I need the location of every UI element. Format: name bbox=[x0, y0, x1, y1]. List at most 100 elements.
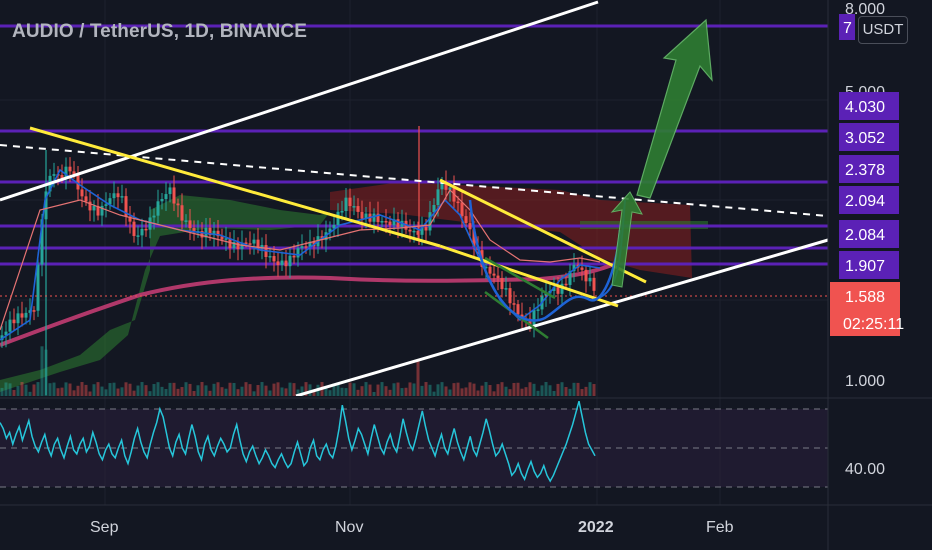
candle-body bbox=[96, 205, 100, 216]
volume-bar bbox=[352, 383, 356, 396]
candle-body bbox=[460, 202, 464, 217]
candle-body bbox=[188, 220, 192, 229]
volume-bar bbox=[428, 384, 432, 396]
candle-body bbox=[124, 196, 128, 217]
candle-body bbox=[280, 260, 284, 266]
volume-bar bbox=[0, 387, 4, 396]
volume-bar bbox=[456, 382, 460, 396]
volume-bar bbox=[340, 387, 344, 396]
volume-bar bbox=[584, 386, 588, 396]
candle-body bbox=[272, 256, 276, 262]
volume-bar bbox=[60, 387, 64, 396]
volume-bar bbox=[220, 387, 224, 396]
candle-body bbox=[336, 211, 340, 225]
level-tag-1: 4.030 bbox=[845, 99, 885, 116]
volume-bar bbox=[140, 382, 144, 396]
volume-bar bbox=[68, 383, 72, 396]
volume-bar bbox=[4, 382, 8, 396]
volume-bar bbox=[396, 382, 400, 396]
candle-body bbox=[76, 174, 80, 190]
volume-bar bbox=[12, 389, 16, 396]
candle-body bbox=[68, 166, 72, 172]
volume-bar bbox=[568, 388, 572, 396]
volume-bar bbox=[224, 388, 228, 396]
candle-body bbox=[328, 228, 332, 233]
candle-body bbox=[164, 194, 168, 200]
volume-bar bbox=[360, 386, 364, 396]
volume-bar bbox=[528, 382, 532, 396]
volume-bar bbox=[576, 382, 580, 396]
falling-wedge-top bbox=[484, 256, 556, 300]
volume-bar bbox=[252, 391, 256, 396]
volume-bar bbox=[496, 384, 500, 396]
kijun-line bbox=[0, 189, 601, 331]
candle-body bbox=[248, 243, 252, 245]
level-tag-6: 1.907 bbox=[845, 258, 885, 275]
volume-bar bbox=[448, 389, 452, 396]
volume-bar bbox=[248, 384, 252, 396]
candle-body bbox=[236, 242, 240, 250]
time-label-feb: Feb bbox=[706, 519, 734, 536]
volume-bar bbox=[500, 382, 504, 396]
volume-bar bbox=[420, 385, 424, 396]
candle-body bbox=[4, 331, 8, 336]
volume-bar bbox=[468, 382, 472, 396]
level-tag-3: 2.378 bbox=[845, 162, 885, 179]
candle-body bbox=[444, 182, 448, 190]
volume-bar bbox=[364, 382, 368, 396]
volume-bar bbox=[444, 386, 448, 396]
volume-bar bbox=[480, 385, 484, 396]
candle-body bbox=[376, 213, 380, 223]
candle-body bbox=[72, 171, 76, 175]
candle-body bbox=[564, 283, 568, 286]
currency-button[interactable]: USDT bbox=[858, 16, 908, 44]
volume-bar bbox=[348, 382, 352, 396]
candle-body bbox=[168, 187, 172, 195]
candle-body bbox=[276, 261, 280, 266]
time-axis[interactable]: Sep Nov 2022 Feb bbox=[90, 519, 734, 536]
volume-bar bbox=[508, 389, 512, 396]
volume-bar bbox=[96, 382, 100, 396]
level-tag-0: 7 bbox=[843, 20, 852, 37]
volume-bar bbox=[336, 382, 340, 396]
volume-bar bbox=[108, 383, 112, 396]
volume-bar bbox=[104, 389, 108, 396]
volume-bar bbox=[484, 382, 488, 396]
volume-bar bbox=[192, 390, 196, 396]
volume-bar bbox=[196, 385, 200, 396]
candle-body bbox=[140, 228, 144, 236]
volume-bar bbox=[408, 382, 412, 396]
candle-body bbox=[512, 303, 516, 305]
candle-body bbox=[144, 228, 148, 231]
candle-body bbox=[296, 248, 300, 258]
candle-body bbox=[36, 264, 40, 311]
volume-bar bbox=[344, 388, 348, 396]
volume-bar bbox=[516, 382, 520, 396]
candle-body bbox=[308, 241, 312, 247]
volume-bar bbox=[556, 383, 560, 396]
volume-bar bbox=[564, 387, 568, 396]
candle-body bbox=[176, 203, 180, 206]
countdown-tag: 02:25:11 bbox=[843, 316, 904, 333]
candle-body bbox=[132, 221, 136, 237]
volume-bar bbox=[304, 382, 308, 396]
level-tag-4: 2.094 bbox=[845, 193, 885, 210]
volume-bar bbox=[436, 384, 440, 396]
candle-body bbox=[20, 313, 24, 318]
volume-bar bbox=[532, 383, 536, 396]
price-tick-1: 1.000 bbox=[845, 373, 885, 390]
candle-body bbox=[372, 213, 376, 222]
candle-body bbox=[428, 212, 432, 231]
candle-body bbox=[224, 238, 228, 240]
candle-body bbox=[332, 224, 336, 229]
volume-bar bbox=[296, 389, 300, 396]
candle-body bbox=[408, 229, 412, 232]
candle-body bbox=[432, 205, 436, 213]
volume-bar bbox=[156, 382, 160, 396]
volume-bar bbox=[388, 389, 392, 396]
volume-bar bbox=[560, 382, 564, 396]
candle-body bbox=[8, 319, 12, 332]
candle-body bbox=[16, 313, 20, 324]
